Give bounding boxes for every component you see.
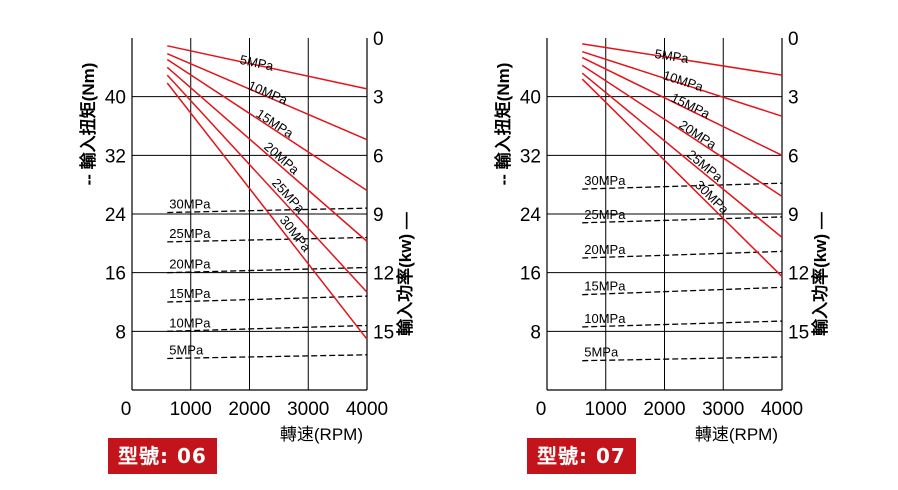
y-right-tick-label: 0 [373, 29, 384, 50]
torque-line-10MPa [167, 324, 368, 332]
torque-label-10MPa: 10MPa [169, 315, 211, 330]
y-left-axis-title: -- 輸入扭矩(Nm) [493, 63, 513, 186]
y-left-tick-label: 32 [520, 146, 541, 167]
model-badge-06: 型號: 06 [108, 438, 217, 474]
torque-line-20MPa [582, 250, 783, 259]
chart-panel-06: 0 1000 2000 3000 4000 8 16 24 32 40 0 3 6 9 12 15 轉速(RPM… [78, 29, 415, 444]
power-label-5MPa: 5MPa [654, 46, 691, 66]
model-badge-07: 型號: 07 [527, 438, 636, 474]
chart-svg-07: 0 1000 2000 3000 4000 8 16 24 32 40 0 3 6 9 12 15 轉速(RPM… [493, 29, 830, 444]
x-tick-label: 0 [536, 399, 547, 420]
power-line-15MPa [166, 58, 368, 192]
chart-panel-07: 0 1000 2000 3000 4000 8 16 24 32 40 0 3 6 9 12 15 轉速(RPM… [449, 0, 898, 490]
power-line-20MPa [166, 66, 368, 242]
x-tick-label: 2000 [228, 399, 270, 420]
x-tick-label: 0 [121, 399, 132, 420]
x-tick-label: 3000 [702, 399, 744, 420]
power-line-10MPa [582, 50, 783, 117]
y-right-tick-label: 15 [373, 322, 394, 343]
y-left-tick-label: 32 [105, 146, 126, 167]
y-left-tick-label: 24 [105, 205, 127, 226]
power-label-15MPa: 15MPa [254, 106, 297, 142]
torque-label-25MPa: 25MPa [169, 226, 211, 241]
torque-line-5MPa [167, 354, 368, 360]
torque-label-10MPa: 10MPa [584, 311, 626, 326]
power-line-25MPa [581, 72, 783, 239]
torque-line-25MPa [167, 236, 368, 243]
y-left-tick-label: 40 [105, 88, 126, 109]
torque-label-15MPa: 15MPa [584, 279, 626, 294]
y-right-tick-label: 6 [373, 146, 384, 167]
y-left-tick-label: 8 [115, 322, 126, 343]
y-left-tick-label: 16 [520, 264, 541, 285]
torque-line-30MPa [582, 182, 783, 190]
y-right-axis-title: 輸入功率(kw) — [395, 212, 415, 336]
power-line-30MPa [166, 82, 368, 340]
power-label-10MPa: 10MPa [661, 68, 706, 95]
x-axis-title: 轉速(RPM) [280, 425, 363, 444]
power-line-30MPa [581, 78, 783, 278]
x-tick-label: 2000 [643, 399, 685, 420]
y-right-tick-label: 9 [373, 205, 384, 226]
chart-svg-06: 0 1000 2000 3000 4000 8 16 24 32 40 0 3 6 9 12 15 轉速(RPM… [78, 29, 415, 444]
y-right-tick-label: 15 [788, 322, 809, 343]
y-right-tick-label: 3 [373, 88, 384, 109]
y-left-tick-label: 24 [520, 205, 542, 226]
x-tick-label: 1000 [170, 399, 212, 420]
y-right-tick-label: 6 [788, 146, 799, 167]
torque-label-20MPa: 20MPa [169, 257, 211, 272]
power-line-5MPa [582, 43, 783, 76]
power-label-30MPa: 30MPa [692, 177, 732, 217]
torque-label-25MPa: 25MPa [584, 207, 626, 222]
torque-label-20MPa: 20MPa [584, 242, 626, 257]
torque-label-30MPa: 30MPa [584, 173, 626, 188]
torque-label-30MPa: 30MPa [169, 197, 211, 212]
torque-label-15MPa: 15MPa [169, 286, 211, 301]
y-right-tick-label: 9 [788, 205, 799, 226]
y-left-tick-label: 16 [105, 264, 126, 285]
y-right-tick-label: 3 [788, 88, 799, 109]
power-line-25MPa [166, 74, 368, 293]
power-line-5MPa [167, 45, 368, 90]
y-left-tick-label: 40 [520, 88, 541, 109]
y-right-tick-label: 12 [373, 264, 394, 285]
torque-line-20MPa [167, 266, 368, 274]
torque-label-5MPa: 5MPa [584, 345, 619, 360]
power-line-10MPa [166, 52, 368, 141]
power-label-15MPa: 15MPa [669, 90, 713, 122]
x-tick-label: 4000 [346, 399, 388, 420]
x-axis-title: 轉速(RPM) [695, 425, 778, 444]
y-left-axis-title: -- 輸入扭矩(Nm) [78, 63, 98, 186]
x-tick-label: 4000 [761, 399, 803, 420]
torque-label-5MPa: 5MPa [169, 342, 204, 357]
y-right-tick-label: 0 [788, 29, 799, 50]
power-label-5MPa: 5MPa [239, 52, 276, 74]
torque-line-5MPa [582, 356, 783, 362]
y-left-tick-label: 8 [530, 322, 541, 343]
power-line-15MPa [581, 56, 783, 157]
torque-line-10MPa [582, 320, 783, 328]
torque-line-25MPa [582, 216, 783, 224]
power-label-10MPa: 10MPa [246, 78, 290, 108]
torque-line-15MPa [582, 286, 783, 296]
power-line-20MPa [581, 64, 783, 198]
x-tick-label: 3000 [287, 399, 329, 420]
y-right-axis-title: 輸入功率(kw) — [810, 212, 830, 336]
x-tick-label: 1000 [585, 399, 627, 420]
y-right-tick-label: 12 [788, 264, 809, 285]
